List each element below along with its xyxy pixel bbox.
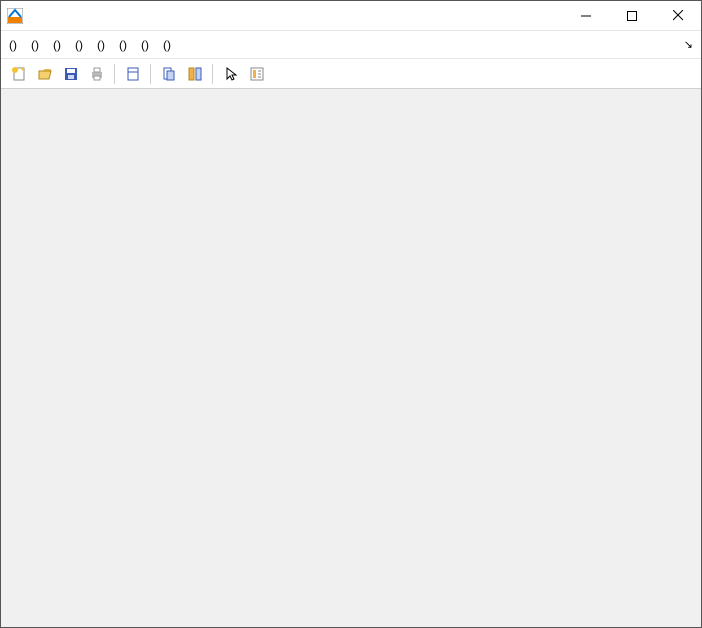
print-preview-icon[interactable] (121, 63, 144, 85)
insert-colorbar-icon[interactable] (245, 63, 268, 85)
minimize-button[interactable] (563, 1, 609, 31)
menubar: () () () () () () () () ↘ (1, 31, 701, 59)
menu-edit[interactable]: () (31, 38, 39, 52)
titlebar (1, 1, 701, 31)
open-icon[interactable] (33, 63, 56, 85)
toolbar-separator (212, 64, 213, 84)
menu-tools[interactable]: () (97, 38, 105, 52)
menu-desktop[interactable]: () (119, 38, 127, 52)
app-icon (7, 8, 23, 24)
print-icon[interactable] (85, 63, 108, 85)
maximize-button[interactable] (609, 1, 655, 31)
new-icon[interactable] (7, 63, 30, 85)
toolbar (1, 59, 701, 89)
left-3d-axes[interactable] (13, 103, 353, 613)
menu-insert[interactable]: () (75, 38, 83, 52)
menu-file[interactable]: () (9, 38, 17, 52)
save-icon[interactable] (59, 63, 82, 85)
toolbar-separator (114, 64, 115, 84)
menu-window[interactable]: () (141, 38, 149, 52)
cursor-icon[interactable] (219, 63, 242, 85)
link-icon[interactable] (157, 63, 180, 85)
close-button[interactable] (655, 1, 701, 31)
menu-help[interactable]: () (163, 38, 171, 52)
right-3d-axes[interactable] (361, 103, 691, 613)
menu-dock-arrow-icon[interactable]: ↘ (684, 38, 693, 51)
menu-view[interactable]: () (53, 38, 61, 52)
toolbar-separator (150, 64, 151, 84)
figure-area (1, 89, 701, 627)
edit-plot-icon[interactable] (183, 63, 206, 85)
